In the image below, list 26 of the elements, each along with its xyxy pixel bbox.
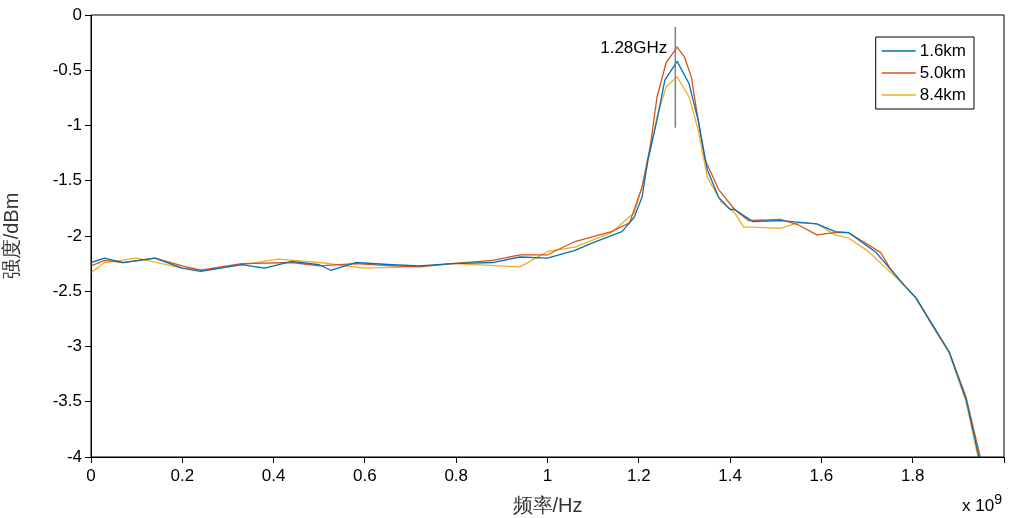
- y-tick-label: -3.5: [52, 391, 82, 411]
- x-tick-label: 0: [86, 465, 96, 485]
- x-tick-label: 0.6: [353, 465, 377, 485]
- y-tick-label: -3: [66, 336, 82, 356]
- x-axis-title: 频率/Hz: [512, 493, 583, 516]
- y-tick-label: -4: [66, 446, 82, 466]
- y-tick-label: -1: [66, 115, 82, 135]
- x-tick-label: 0.4: [261, 465, 286, 485]
- x-tick-label: 1: [542, 465, 553, 485]
- ref-line-label: 1.28GHz: [600, 37, 668, 57]
- x-tick-label: 1.8: [900, 465, 925, 485]
- x-tick-label: 1.2: [626, 465, 651, 485]
- y-tick-label: -2: [66, 225, 82, 245]
- text: x 10$^{9}$: [961, 491, 1002, 516]
- y-tick-label: 0: [72, 4, 82, 24]
- y-axis-title: 强度/dBm: [0, 192, 22, 280]
- y-tick-label: -0.5: [52, 59, 82, 79]
- legend-label: 1.6km: [919, 40, 966, 60]
- x-tick-label: 1.4: [718, 465, 742, 485]
- x-tick-label: 0.8: [444, 465, 469, 485]
- legend-label: 8.4km: [919, 84, 966, 104]
- x-tick-label: 1.6: [809, 465, 834, 485]
- y-tick-label: -2.5: [52, 280, 82, 300]
- legend-label: 5.0km: [919, 62, 966, 82]
- y-tick-label: -1.5: [52, 170, 82, 190]
- x-tick-label: 0.2: [170, 465, 195, 485]
